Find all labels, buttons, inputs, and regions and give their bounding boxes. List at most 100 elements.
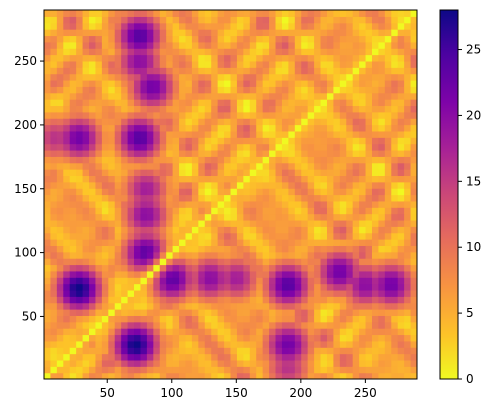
heatmap-cell xyxy=(134,219,142,227)
heatmap-cell xyxy=(243,309,251,316)
heatmap-cell xyxy=(294,149,302,157)
heatmap-cell xyxy=(391,67,399,75)
heatmap-cell xyxy=(352,73,360,81)
heatmap-cell xyxy=(76,22,84,30)
heatmap-cell xyxy=(224,48,232,56)
heatmap-cell xyxy=(378,137,386,145)
heatmap-cell xyxy=(378,41,386,49)
heatmap-cell xyxy=(108,194,116,202)
heatmap-cell xyxy=(134,213,142,221)
heatmap-cell xyxy=(288,175,296,183)
heatmap-cell xyxy=(249,315,257,323)
heatmap-cell xyxy=(134,258,142,266)
heatmap-cell xyxy=(333,149,341,157)
heatmap-cell xyxy=(114,309,122,316)
heatmap-cell xyxy=(339,372,347,379)
heatmap-cell xyxy=(114,264,122,272)
heatmap-cell xyxy=(56,156,64,164)
heatmap-cell xyxy=(404,194,412,202)
heatmap-cell xyxy=(204,124,212,132)
heatmap-cell xyxy=(179,245,187,253)
heatmap-cell xyxy=(404,156,412,164)
heatmap-cell xyxy=(95,353,103,361)
heatmap-cell xyxy=(224,67,232,75)
heatmap-cell xyxy=(185,353,193,361)
heatmap-cell xyxy=(352,321,360,329)
heatmap-cell xyxy=(101,226,109,234)
heatmap-cell xyxy=(76,289,84,297)
heatmap-cell xyxy=(346,251,354,259)
heatmap-cell xyxy=(275,219,283,227)
heatmap-cell xyxy=(269,35,277,43)
heatmap-cell xyxy=(69,41,77,49)
heatmap-cell xyxy=(224,124,232,132)
heatmap-cell xyxy=(378,207,386,215)
heatmap-cell xyxy=(108,270,116,278)
heatmap-cell xyxy=(159,309,167,316)
heatmap-cell xyxy=(301,156,309,164)
heatmap-cell xyxy=(69,200,77,208)
heatmap-cell xyxy=(224,149,232,157)
heatmap-cell xyxy=(320,359,328,367)
heatmap-cell xyxy=(63,194,71,202)
heatmap-cell xyxy=(384,302,392,310)
heatmap-cell xyxy=(198,73,206,81)
heatmap-cell xyxy=(172,328,180,336)
heatmap-cell xyxy=(179,99,187,107)
heatmap-cell xyxy=(127,372,135,379)
heatmap-cell xyxy=(172,347,180,355)
heatmap-cell xyxy=(391,245,399,253)
heatmap-cell xyxy=(397,16,405,24)
heatmap-cell xyxy=(391,16,399,24)
heatmap-cell xyxy=(320,54,328,62)
heatmap-cell xyxy=(95,372,103,379)
heatmap-cell xyxy=(76,302,84,310)
heatmap-cell xyxy=(95,149,103,157)
heatmap-cell xyxy=(95,200,103,208)
heatmap-cell xyxy=(371,219,380,227)
heatmap-cell xyxy=(69,67,77,75)
heatmap-cell xyxy=(307,16,315,24)
heatmap-cell xyxy=(333,22,341,30)
heatmap-cell xyxy=(185,35,193,43)
heatmap-cell xyxy=(256,277,264,285)
heatmap-cell xyxy=(230,79,238,87)
heatmap-cell xyxy=(204,219,212,227)
heatmap-cell xyxy=(397,124,405,132)
heatmap-cell xyxy=(159,315,167,323)
heatmap-cell xyxy=(172,143,180,151)
heatmap-cell xyxy=(89,16,97,24)
heatmap-cell xyxy=(95,86,103,94)
heatmap-cell xyxy=(166,194,174,202)
heatmap-cell xyxy=(69,48,77,56)
heatmap-cell xyxy=(281,258,289,266)
heatmap-cell xyxy=(224,309,232,316)
heatmap-cell xyxy=(326,188,334,196)
heatmap-cell xyxy=(224,245,232,253)
heatmap-cell xyxy=(352,92,360,100)
heatmap-cell xyxy=(217,359,225,367)
heatmap-cell xyxy=(82,283,90,291)
heatmap-cell xyxy=(314,283,322,291)
heatmap-cell xyxy=(281,270,289,278)
heatmap-cell xyxy=(211,73,219,81)
heatmap-cell xyxy=(101,79,109,87)
heatmap-cell xyxy=(378,315,386,323)
heatmap-cell xyxy=(359,67,367,75)
heatmap-cell xyxy=(50,156,58,164)
heatmap-cell xyxy=(301,194,309,202)
heatmap-cell xyxy=(166,353,174,361)
heatmap-cell xyxy=(179,124,187,132)
heatmap-cell xyxy=(314,181,322,189)
heatmap-cell xyxy=(275,226,283,234)
heatmap-cell xyxy=(269,86,277,94)
heatmap-cell xyxy=(146,207,154,215)
heatmap-cell xyxy=(204,16,212,24)
heatmap-cell xyxy=(95,194,103,202)
heatmap-cell xyxy=(230,105,238,113)
heatmap-cell xyxy=(301,264,309,272)
colorbar-tick-label: 0 xyxy=(466,372,474,386)
heatmap-cell xyxy=(44,270,52,278)
heatmap-cell xyxy=(359,328,367,336)
heatmap-cell xyxy=(140,16,148,24)
